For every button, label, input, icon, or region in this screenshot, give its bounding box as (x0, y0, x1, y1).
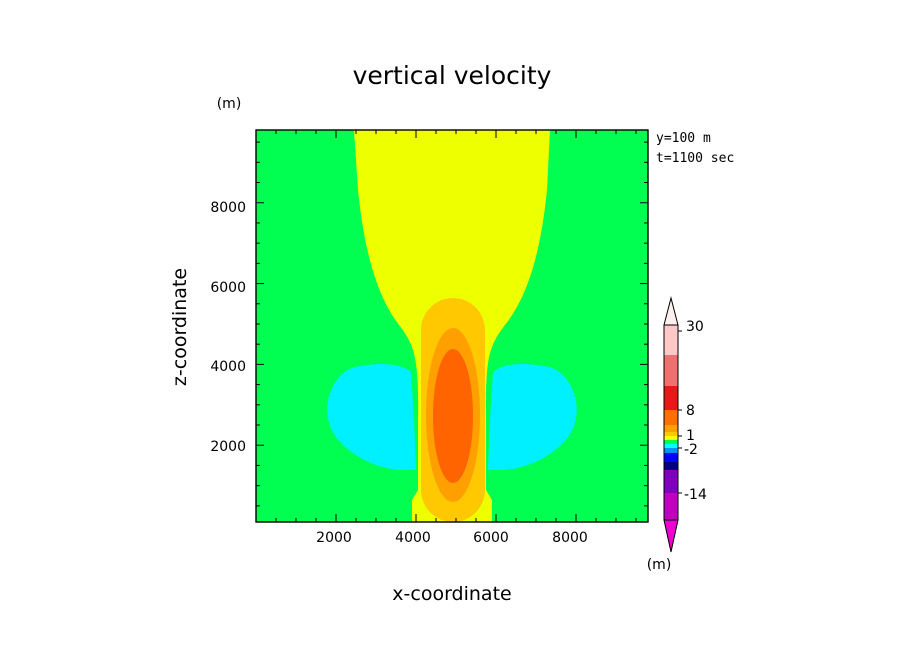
colorbar-tick-label: -14 (684, 487, 707, 503)
x-tick-label: 2000 (316, 530, 352, 546)
colorbar-segment (664, 448, 678, 453)
colorbar: 30 8 1 -2 -14 (m) (647, 296, 707, 573)
colorbar-tick-label: 1 (686, 428, 695, 444)
y-tick-label: 2000 (210, 439, 246, 455)
colorbar-segment (664, 425, 678, 432)
colorbar-segment (664, 462, 678, 470)
colorbar-bottom-arrow (663, 519, 679, 553)
colorbar-segment (664, 432, 678, 436)
chart-title: vertical velocity (353, 61, 552, 90)
x-tick-label: 8000 (552, 530, 588, 546)
colorbar-top-arrow (663, 296, 679, 326)
colorbar-tick-label: -2 (684, 442, 698, 458)
y-unit-label: (m) (217, 96, 242, 112)
y-tick-label: 8000 (210, 200, 246, 216)
x-ticks: 2000 4000 6000 8000 (316, 530, 588, 546)
plot-frame (255, 129, 649, 523)
colorbar-unit-label: (m) (647, 557, 672, 573)
minor-ticks (256, 130, 648, 522)
annotation-t: t=1100 sec (656, 151, 734, 166)
colorbar-segment (664, 453, 678, 462)
colorbar-segment (664, 436, 678, 440)
y-axis-label: z-coordinate (169, 268, 191, 386)
colorbar-segment (664, 493, 678, 520)
field-right-downdraft (488, 364, 577, 470)
x-tick-label: 6000 (473, 530, 509, 546)
colorbar-tick-label: 30 (686, 319, 704, 335)
colorbar-segments (663, 296, 682, 553)
y-tick-label: 4000 (210, 359, 246, 375)
colorbar-segment (664, 355, 678, 386)
field-core-inner (433, 349, 473, 483)
colorbar-segment (664, 470, 678, 493)
annotation-y: y=100 m (656, 131, 711, 146)
colorbar-segment (664, 444, 678, 448)
colorbar-segment (664, 325, 678, 355)
colorbar-frame (663, 324, 679, 521)
colorbar-segment (664, 440, 678, 444)
colorbar-segment (664, 386, 678, 410)
colorbar-segment (664, 410, 678, 425)
y-tick-label: 6000 (210, 280, 246, 296)
x-tick-label: 4000 (395, 530, 431, 546)
plot-area (255, 129, 649, 523)
y-ticks: 2000 4000 6000 8000 (210, 200, 246, 455)
x-axis-label: x-coordinate (392, 583, 511, 605)
colorbar-tick-label: 8 (686, 403, 695, 419)
field-left-downdraft (327, 364, 416, 470)
